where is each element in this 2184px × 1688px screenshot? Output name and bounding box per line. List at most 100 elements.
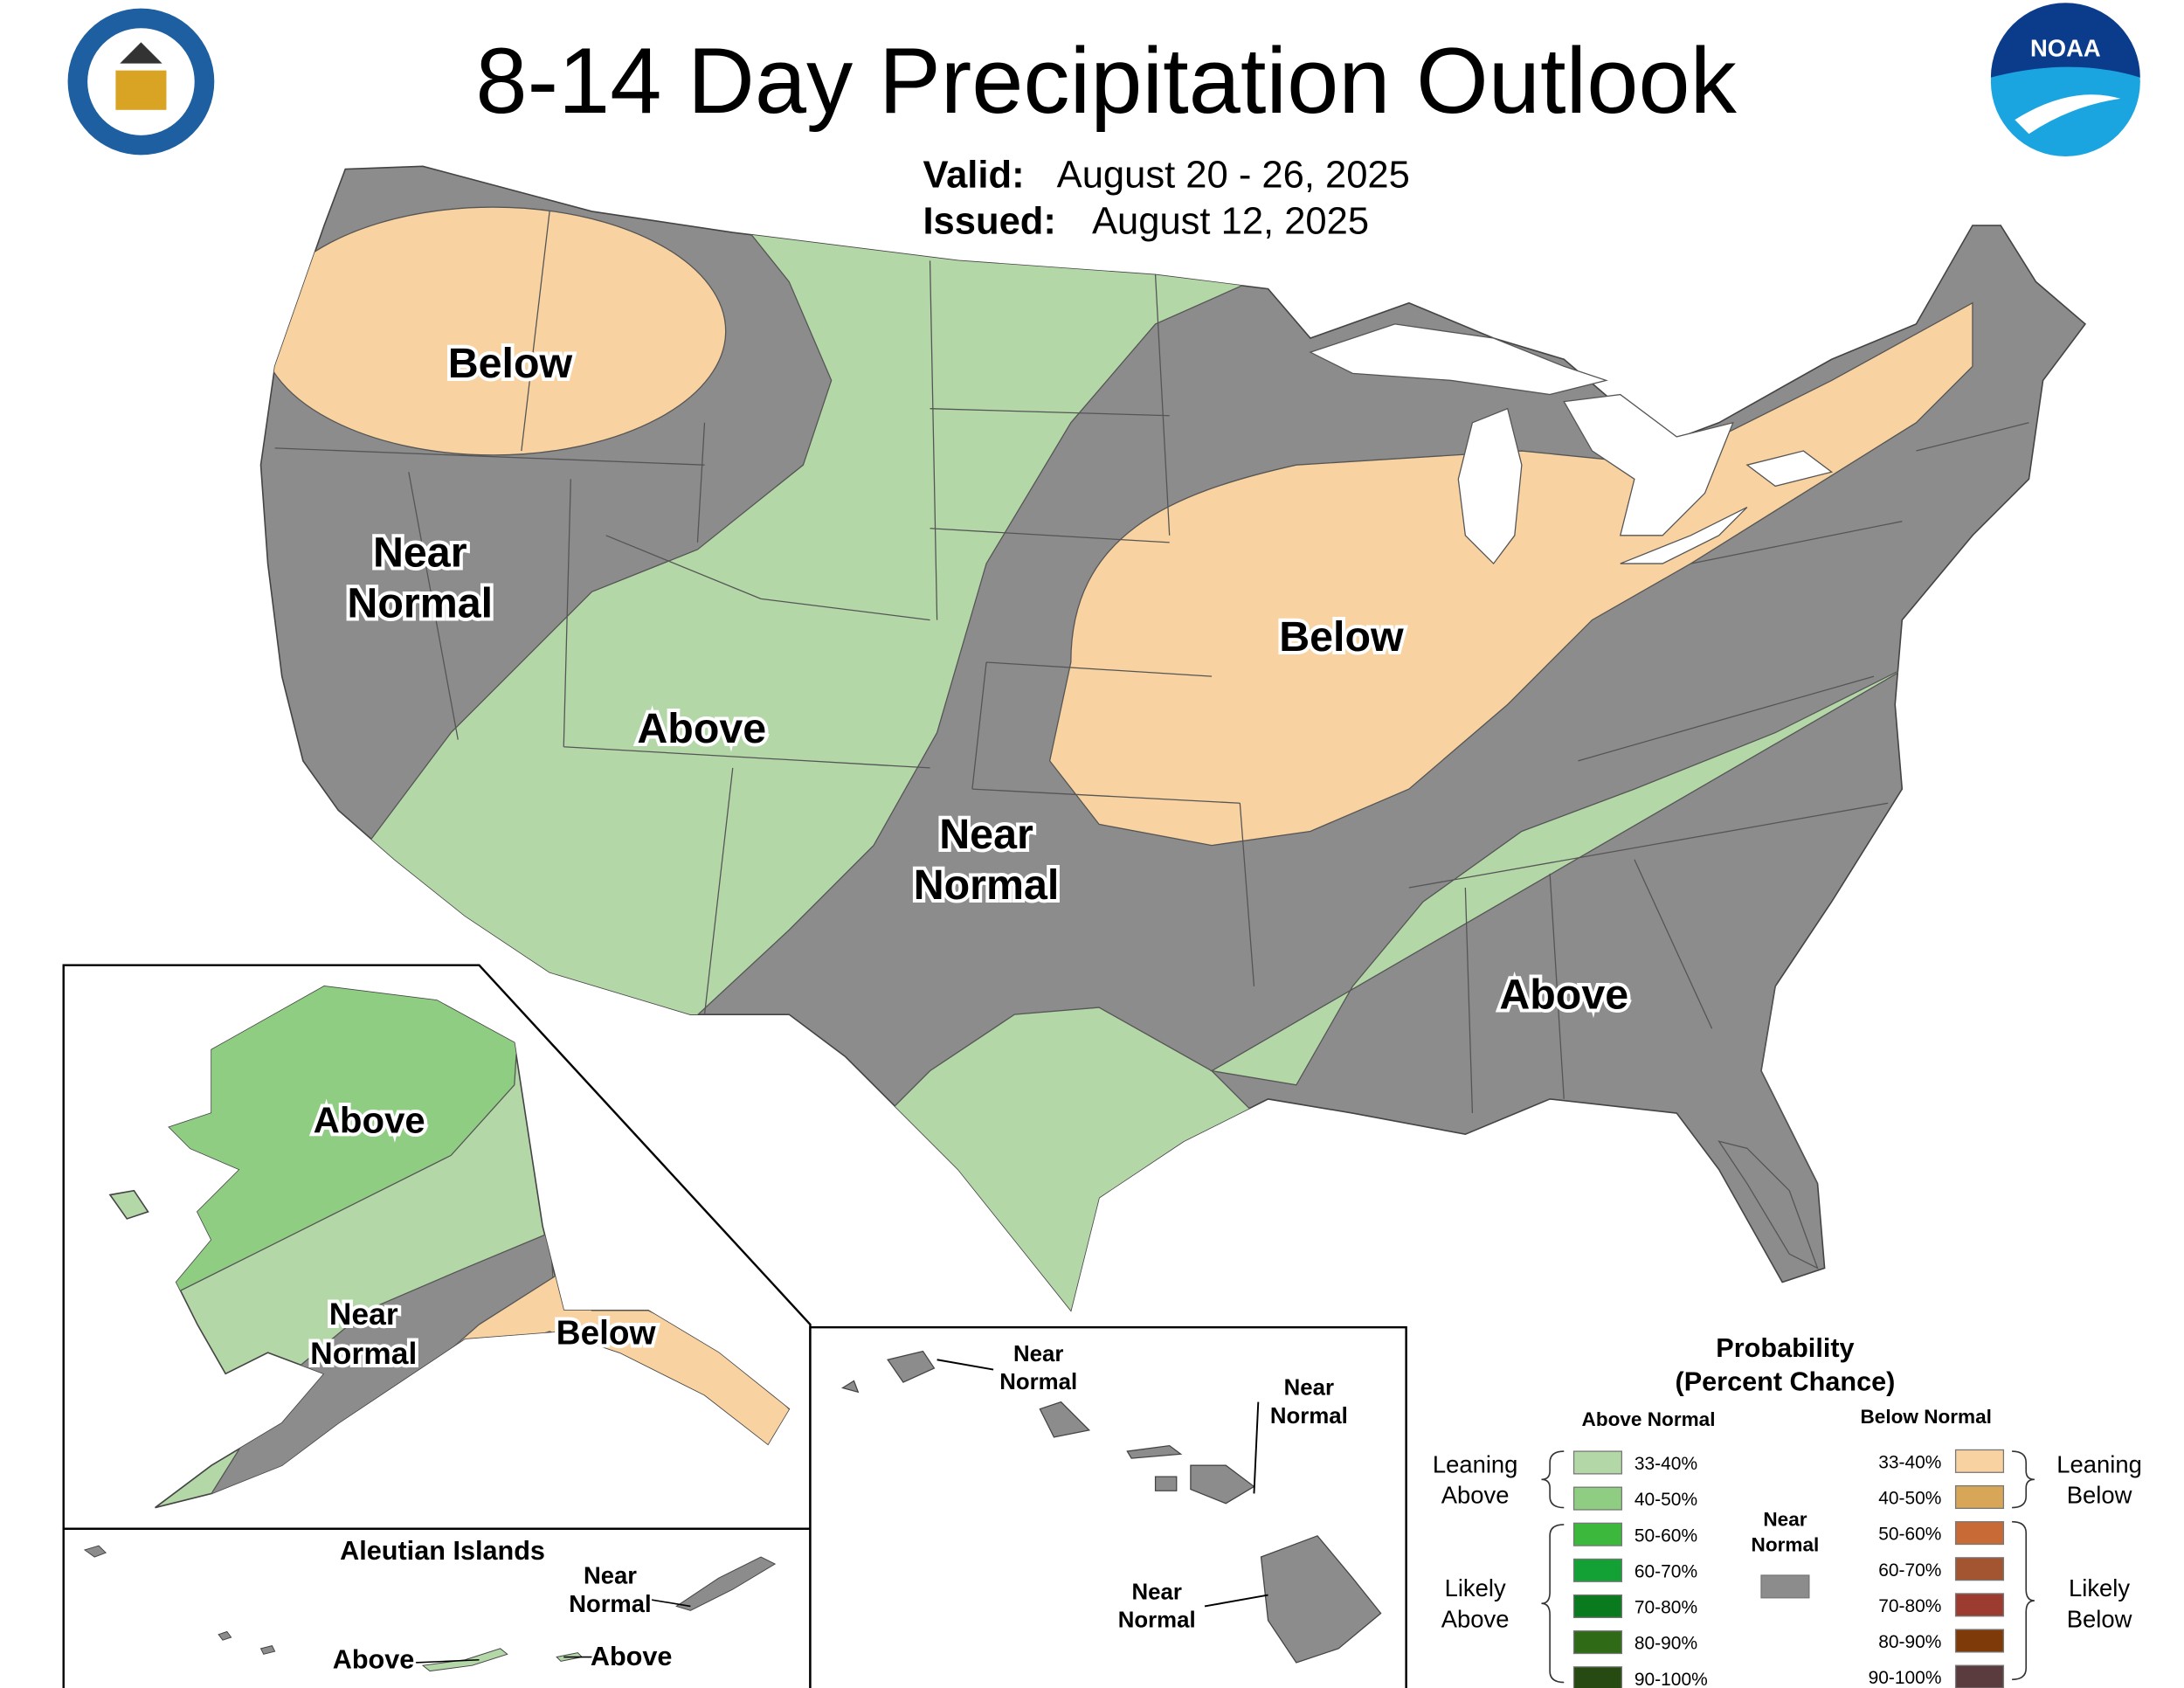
hawaii-inset: Near Normal Near Normal Near Normal: [809, 1325, 1407, 1688]
aleutian-label: Above: [591, 1642, 673, 1671]
label-line: Near: [1284, 1376, 1334, 1401]
aleutian-inset: Aleutian Islands Near Normal Above Above: [62, 1527, 812, 1688]
legend-entry: 70-80%: [1878, 1596, 1941, 1616]
legend-brace: [2012, 1520, 2035, 1681]
label-line: Below: [2067, 1606, 2132, 1633]
legend-entry: 60-70%: [1635, 1561, 1697, 1581]
label-line: Normal: [914, 861, 1060, 909]
label-line: Above: [314, 1100, 425, 1141]
label-line: Likely: [1445, 1574, 1506, 1602]
islands: [83, 1545, 777, 1655]
label-line: Normal: [310, 1336, 417, 1371]
legend-group: Leaning Above: [1433, 1450, 1518, 1508]
label-line: Near: [1013, 1342, 1063, 1366]
legend-title: Probability (Percent Chance): [1675, 1333, 1895, 1397]
label-line: Below: [448, 340, 573, 387]
legend-entry: 90-100%: [1635, 1670, 1708, 1688]
legend-swatch: [1572, 1594, 1623, 1619]
valid-date: August 20 - 26, 2025: [1057, 154, 1410, 196]
island: [108, 1189, 149, 1220]
doc-seal: [67, 8, 215, 156]
legend-swatch: [1954, 1449, 2005, 1473]
conus-label: Above: [637, 705, 766, 752]
alaska-label: Below: [556, 1315, 657, 1352]
legend-group: Likely Below: [2067, 1574, 2132, 1632]
legend-entry: 80-90%: [1635, 1634, 1697, 1654]
label-line: Above: [591, 1642, 673, 1671]
label-line: Leaning: [1433, 1450, 1518, 1477]
legend-swatch: [1954, 1484, 2005, 1510]
alaska-label: Above: [314, 1100, 425, 1141]
label-line: Above: [1499, 972, 1628, 1019]
noaa-logo: NOAA: [1990, 3, 2140, 157]
legend-swatch: [1572, 1558, 1623, 1582]
legend-entry: 80-90%: [1878, 1632, 1941, 1652]
legend-header: Below Normal: [1860, 1406, 1991, 1428]
aleutian-label: Above: [333, 1644, 415, 1674]
label-line: Normal: [569, 1590, 651, 1617]
legend-entry: 40-50%: [1878, 1489, 1941, 1509]
issued-label: Issued:: [923, 201, 1055, 243]
legend-swatch: [1572, 1522, 1623, 1546]
legend-entry: 33-40%: [1635, 1454, 1697, 1474]
label-line: Leaning: [2056, 1450, 2142, 1477]
label-line: Below: [1279, 613, 1404, 661]
label-line: Near: [939, 811, 1033, 858]
noaa-text: NOAA: [2030, 35, 2101, 62]
legend-entry: 90-100%: [1869, 1668, 1942, 1688]
label-line: Above: [637, 705, 766, 752]
title: 8-14 Day Precipitation Outlook: [475, 29, 1737, 133]
legend-swatch: [1572, 1630, 1623, 1655]
conus-label: Below: [1279, 613, 1404, 661]
legend: Probability (Percent Chance) Above Normal B…: [1433, 1333, 2142, 1688]
islands: [840, 1350, 1382, 1664]
legend-swatch: [1954, 1629, 2005, 1653]
label-line: Above: [333, 1644, 415, 1674]
legend-group: Leaning Below: [2056, 1450, 2142, 1508]
legend-swatch: [1572, 1486, 1623, 1511]
legend-group: Likely Above: [1441, 1574, 1510, 1632]
leader-lines: [936, 1359, 1268, 1608]
below-area: [1048, 301, 1973, 847]
issued-date: August 12, 2025: [1092, 201, 1369, 243]
label-line: Near: [329, 1297, 398, 1332]
legend-swatch: [1954, 1593, 2005, 1617]
label-line: Normal: [347, 579, 493, 626]
legend-entry: 60-70%: [1878, 1560, 1941, 1581]
alaska-label: Near Normal: [310, 1297, 417, 1371]
header: NOAA 8-14 Day Precipitation Outlook Vali…: [67, 3, 2140, 243]
legend-entry: 50-60%: [1878, 1525, 1941, 1545]
hawaii-label: Near Normal: [999, 1342, 1077, 1394]
legend-swatch: [1572, 1450, 1623, 1475]
label-line: Below: [2067, 1482, 2132, 1509]
legend-swatch: [1954, 1521, 2005, 1546]
conus-label: Near Normal: [914, 811, 1060, 909]
below-area: [260, 206, 727, 456]
label-line: Normal: [1270, 1404, 1348, 1429]
conus-label: Above: [1499, 972, 1628, 1019]
label-line: Near: [584, 1562, 637, 1589]
legend-near-label: Near Normal: [1752, 1509, 1820, 1556]
state-lines: [274, 211, 2029, 1114]
legend-brace: [1541, 1524, 1565, 1684]
conus-label: Near Normal: [347, 529, 493, 626]
legend-swatch: [1760, 1574, 1810, 1599]
conus-label: Below: [448, 340, 573, 387]
aleutian-label: Near Normal: [569, 1562, 651, 1617]
valid-label: Valid:: [923, 154, 1024, 196]
legend-entry: 50-60%: [1635, 1525, 1697, 1546]
legend-header: Above Normal: [1582, 1408, 1716, 1430]
legend-brace: [1541, 1450, 1565, 1509]
alaska-inset: Above Near Normal Below: [62, 964, 812, 1530]
label-line: Near: [1763, 1509, 1807, 1531]
legend-entry: 40-50%: [1635, 1490, 1697, 1510]
label-line: Near: [1131, 1580, 1181, 1604]
label-line: Normal: [1118, 1608, 1196, 1633]
legend-entry: 33-40%: [1878, 1452, 1941, 1472]
label-line: Normal: [999, 1370, 1077, 1394]
label-line: Near: [373, 529, 467, 576]
label-line: (Percent Chance): [1675, 1367, 1895, 1397]
leader-lines: [415, 1598, 691, 1664]
